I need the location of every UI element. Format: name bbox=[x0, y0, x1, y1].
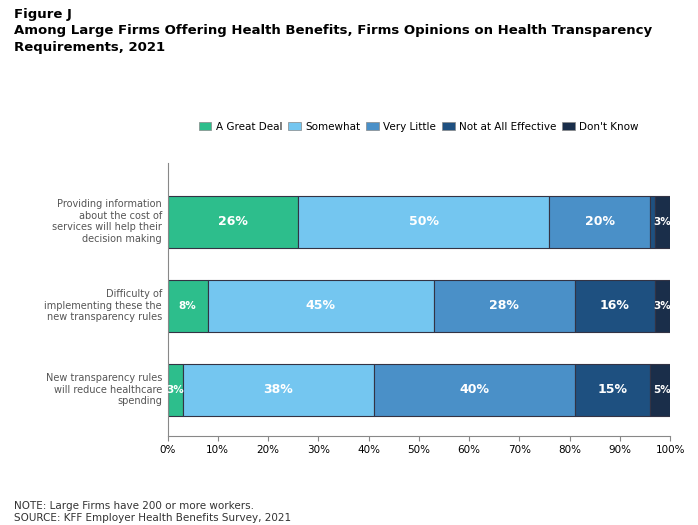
Bar bbox=[574, 279, 655, 332]
Text: 50%: 50% bbox=[409, 215, 439, 228]
Text: 40%: 40% bbox=[459, 383, 489, 396]
Bar bbox=[650, 363, 675, 416]
Legend: A Great Deal, Somewhat, Very Little, Not at All Effective, Don't Know: A Great Deal, Somewhat, Very Little, Not… bbox=[195, 118, 643, 135]
Bar bbox=[650, 195, 655, 248]
Bar bbox=[298, 195, 549, 248]
Text: 38%: 38% bbox=[263, 383, 293, 396]
Bar bbox=[208, 279, 434, 332]
Bar bbox=[168, 363, 183, 416]
Bar bbox=[183, 363, 373, 416]
Text: SOURCE: KFF Employer Health Benefits Survey, 2021: SOURCE: KFF Employer Health Benefits Sur… bbox=[14, 513, 291, 523]
Bar bbox=[434, 279, 574, 332]
Text: Among Large Firms Offering Health Benefits, Firms Opinions on Health Transparenc: Among Large Firms Offering Health Benefi… bbox=[14, 24, 652, 37]
Text: NOTE: Large Firms have 200 or more workers.: NOTE: Large Firms have 200 or more worke… bbox=[14, 501, 254, 511]
Bar bbox=[655, 195, 670, 248]
Text: 26%: 26% bbox=[218, 215, 248, 228]
Text: 3%: 3% bbox=[653, 216, 671, 227]
Bar bbox=[655, 279, 670, 332]
Bar bbox=[549, 195, 650, 248]
Text: Figure J: Figure J bbox=[14, 8, 72, 21]
Bar bbox=[574, 363, 650, 416]
Text: 5%: 5% bbox=[653, 384, 671, 395]
Text: 45%: 45% bbox=[306, 299, 336, 312]
Text: 15%: 15% bbox=[597, 383, 628, 396]
Text: 16%: 16% bbox=[600, 299, 630, 312]
Text: 28%: 28% bbox=[489, 299, 519, 312]
Text: 20%: 20% bbox=[585, 215, 615, 228]
Text: 8%: 8% bbox=[179, 300, 197, 311]
Bar bbox=[168, 279, 208, 332]
Bar bbox=[168, 195, 298, 248]
Text: 3%: 3% bbox=[166, 384, 184, 395]
Bar bbox=[373, 363, 574, 416]
Text: Requirements, 2021: Requirements, 2021 bbox=[14, 41, 165, 54]
Text: 3%: 3% bbox=[653, 300, 671, 311]
